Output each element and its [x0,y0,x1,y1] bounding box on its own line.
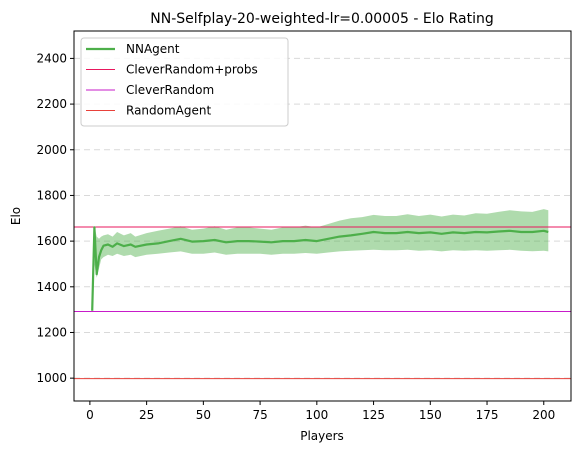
x-tick-label: 0 [86,408,94,422]
reference-lines [74,226,571,380]
legend-label: RandomAgent [126,104,211,118]
x-axis-label: Players [300,429,344,443]
x-tick-label: 200 [532,408,555,422]
legend-label: NNAgent [126,42,180,56]
x-tick-label: 25 [139,408,154,422]
plot-frame [73,30,572,402]
y-tick-label: 2200 [36,97,67,111]
y-tick-label: 1200 [36,325,67,339]
x-tick-label: 100 [305,408,328,422]
x-axis-ticks: 0 25 50 75 100 125 150 175 200 [86,401,555,422]
x-tick-label: 150 [419,408,442,422]
y-tick-label: 1000 [36,371,67,385]
series-lines [91,226,549,311]
legend-label: CleverRandom+probs [126,63,258,77]
nnagent-line [91,226,549,311]
x-tick-label: 75 [252,408,267,422]
y-axis-ticks: 1000 1200 1400 1600 1800 2000 2200 2400 [36,51,74,385]
legend-box [80,37,289,127]
x-tick-label: 125 [362,408,385,422]
y-tick-label: 2400 [36,51,67,65]
x-tick-label: 50 [196,408,211,422]
x-tick-label: 175 [476,408,499,422]
legend-label: CleverRandom [126,83,214,97]
y-tick-label: 1600 [36,234,67,248]
legend: NNAgent CleverRandom+probs CleverRandom Ran… [80,37,289,127]
confidence-band [92,209,549,311]
nnagent-band [92,209,549,311]
y-tick-label: 2000 [36,143,67,157]
chart-title: NN-Selfplay-20-weighted-lr=0.00005 - Elo… [150,11,494,27]
y-tick-label: 1800 [36,188,67,202]
y-axis-label: Elo [9,207,23,225]
y-tick-label: 1400 [36,280,67,294]
